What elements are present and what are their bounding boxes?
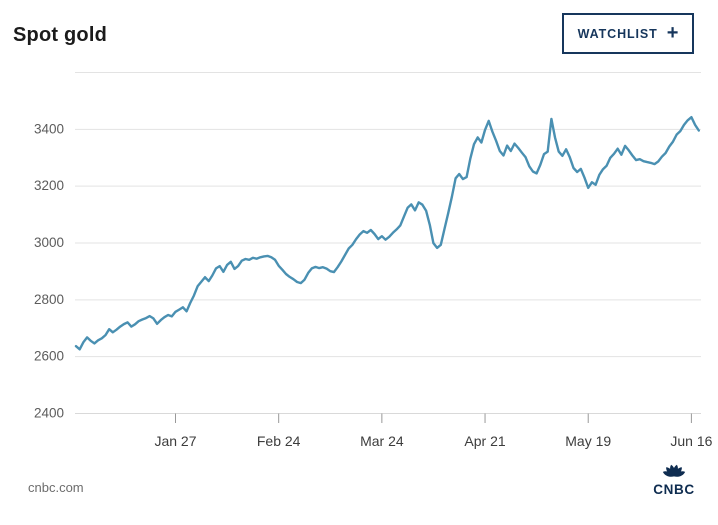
source-attribution: cnbc.com (28, 480, 84, 495)
grid-lines (75, 72, 701, 414)
page-title: Spot gold (13, 24, 107, 47)
x-axis-labels: Jan 27 Feb 24 Mar 24 Apr 21 May 19 Jun 16 (154, 413, 713, 449)
svg-text:Feb 24: Feb 24 (257, 433, 301, 449)
cnbc-logo: CNBC (647, 453, 701, 497)
svg-text:Jun 16: Jun 16 (670, 433, 712, 449)
spot-gold-line-chart[interactable]: 2400 2600 2800 3000 3200 3400 Jan 27 Feb 24 Mar … (0, 0, 718, 470)
svg-text:Mar 24: Mar 24 (360, 433, 404, 449)
svg-text:May 19: May 19 (565, 433, 611, 449)
svg-text:3200: 3200 (34, 178, 64, 193)
svg-text:2400: 2400 (34, 406, 64, 421)
cnbc-logo-text: CNBC (653, 482, 695, 497)
svg-text:Apr 21: Apr 21 (464, 433, 505, 449)
svg-text:2600: 2600 (34, 349, 64, 364)
price-line (74, 116, 700, 351)
plus-icon: + (666, 21, 679, 44)
watchlist-button[interactable]: WATCHLIST + (562, 13, 694, 54)
cnbc-peacock-icon (662, 464, 686, 477)
svg-text:Jan 27: Jan 27 (154, 433, 196, 449)
watchlist-button-label: WATCHLIST (577, 26, 658, 41)
svg-text:3000: 3000 (34, 235, 64, 250)
svg-text:3400: 3400 (34, 121, 64, 136)
svg-text:2800: 2800 (34, 292, 64, 307)
y-axis-labels: 2400 2600 2800 3000 3200 3400 (34, 121, 64, 420)
